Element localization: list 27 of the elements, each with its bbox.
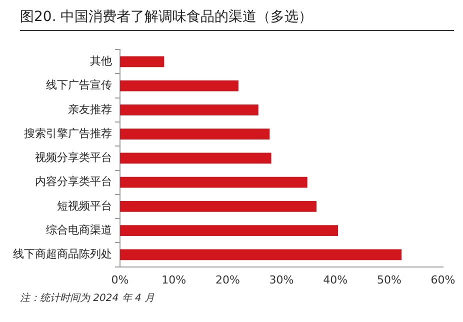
y-tick-label: 线下广告宣传 xyxy=(46,78,112,92)
bar xyxy=(120,201,316,212)
bar xyxy=(120,104,258,116)
bar xyxy=(120,56,164,68)
bar xyxy=(120,152,272,164)
text: 注：统计时间为 2024 年 4 月 xyxy=(20,292,155,305)
x-tick-label: 30% xyxy=(269,273,294,286)
x-tick-label: 60% xyxy=(430,273,456,286)
chart-title: 图20. 中国消费者了解调味食品的渠道（多选） xyxy=(20,8,454,31)
y-tick-label: 短视频平台 xyxy=(57,199,112,212)
x-tick-label: 50% xyxy=(376,273,402,286)
bar xyxy=(120,249,402,260)
bar xyxy=(120,80,238,92)
x-tick-label: 10% xyxy=(162,273,186,286)
bar xyxy=(120,225,338,236)
x-tick-label: 40% xyxy=(323,273,348,286)
y-tick-label: 线下商超商品陈列处 xyxy=(13,248,112,261)
bar xyxy=(120,128,270,140)
y-tick-label: 搜索引擎广告推荐 xyxy=(24,126,112,140)
y-tick-label: 亲友推荐 xyxy=(68,102,112,116)
y-tick-label: 内容分享类平台 xyxy=(35,175,112,188)
y-tick-label: 其他 xyxy=(90,54,112,68)
y-tick-label: 视频分享类平台 xyxy=(35,151,112,164)
bar xyxy=(120,176,308,188)
x-tick-label: 20% xyxy=(215,273,240,286)
x-tick-label: 0% xyxy=(111,273,129,286)
y-tick-label: 综合电商渠道 xyxy=(46,223,112,236)
